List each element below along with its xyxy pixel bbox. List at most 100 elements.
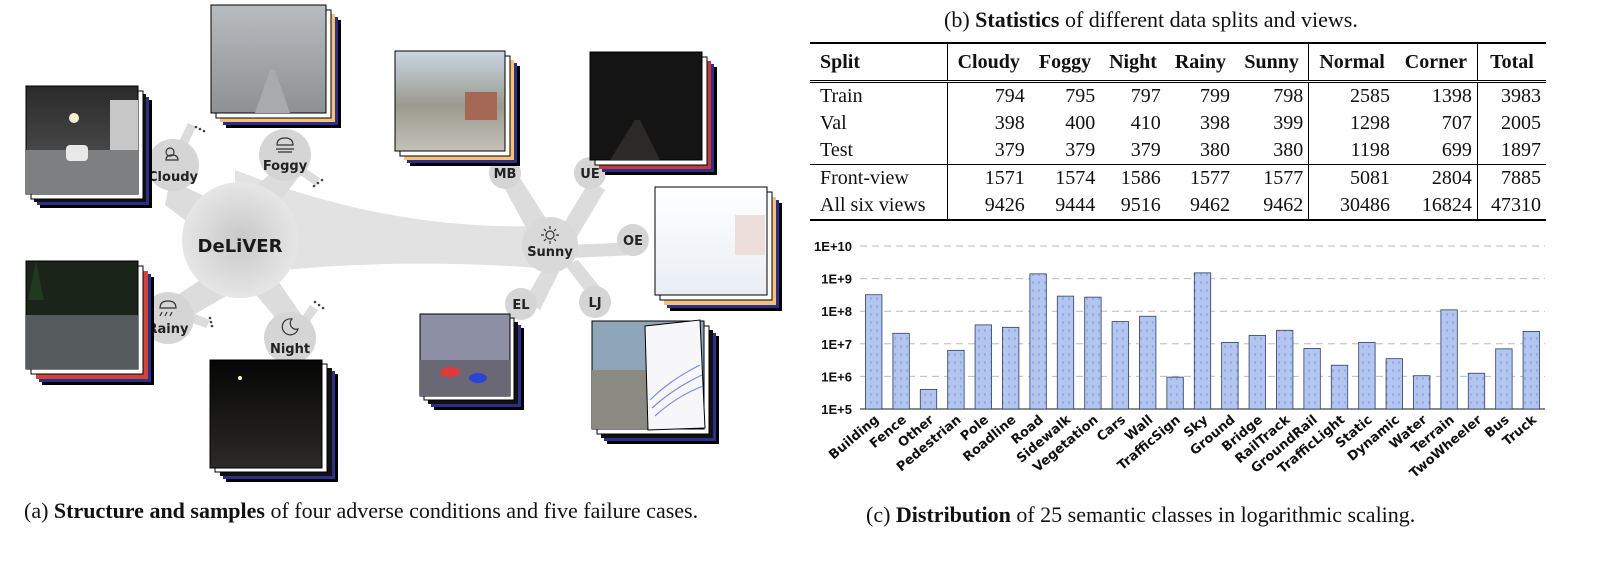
bar-ground [1221, 342, 1239, 410]
caption-a-bold: Structure and samples [53, 498, 265, 523]
table-header-cell: Split [810, 43, 948, 83]
y-tick-label: 1E+6 [821, 369, 852, 384]
class-distribution-chart: 1E+51E+61E+71E+81E+91E+10 BuildingFenceO… [814, 239, 1545, 481]
bar-vegetation [1084, 296, 1102, 410]
bar-cars [1111, 321, 1129, 410]
caption-c-bold: Distribution [895, 502, 1011, 527]
table-cell: 5081 [1308, 164, 1395, 192]
caption-c-prefix: (c) [866, 502, 896, 527]
deliver-center-label: DeLiVER [198, 236, 283, 257]
table-cell: 1398 [1431, 85, 1472, 107]
sunny-hub-node [522, 217, 578, 273]
table-row: Test 379 379 379 380 380 1198 699 1897 [810, 137, 1546, 165]
cloudy-sample-image [25, 85, 152, 208]
table-header-cell: Sunny [1235, 43, 1309, 83]
table-cell: 398 [1200, 112, 1231, 134]
table-cell: Front-view [810, 164, 948, 192]
table-header-cell: Total [1476, 43, 1546, 83]
table-cell: 2005 [1476, 110, 1546, 137]
table-header-cell: Corner [1394, 43, 1478, 83]
caption-b-prefix: (b) [944, 7, 976, 32]
table-cell: 410 [1130, 112, 1161, 134]
cloud-sun-icon [165, 147, 179, 161]
bar-road [1029, 273, 1047, 410]
table-cell: 1897 [1476, 137, 1546, 165]
bar-pedestrian [947, 349, 965, 410]
svg-text:LJ: LJ [588, 296, 601, 311]
table-cell: 9462 [1165, 192, 1236, 221]
caption-b: (b) Statistics of different data splits … [944, 7, 1358, 33]
table-cell: 2804 [1394, 164, 1478, 192]
bar-dynamic [1385, 358, 1403, 410]
table-header-row: Split Cloudy Foggy Night Rainy Sunny Nor… [810, 43, 1546, 83]
table-cell: Test [820, 139, 854, 161]
table-cell: 794 [946, 81, 1030, 110]
svg-text:MB: MB [494, 167, 517, 182]
table-cell: 699 [1441, 139, 1472, 161]
table-header-cell: Night [1100, 43, 1166, 83]
lj-node: LJ [579, 286, 611, 318]
caption-c-rest: of 25 semantic classes in logarithmic sc… [1010, 502, 1416, 527]
table-cell: 1298 [1308, 110, 1395, 137]
table-cell: 400 [1065, 112, 1096, 134]
table-cell: 797 [1130, 85, 1161, 107]
leaf-dots [194, 125, 325, 328]
y-tick-label: 1E+5 [821, 402, 852, 417]
y-tick-label: 1E+10 [814, 239, 852, 254]
rainy-label: Rainy [148, 322, 189, 337]
night-sample-image [209, 359, 338, 482]
table-cell: 2585 [1308, 81, 1395, 110]
table-cell: 47310 [1476, 192, 1546, 221]
bar-trafficsign [1166, 376, 1184, 410]
table-cell: 799 [1200, 85, 1231, 107]
table-cell: 1577 [1235, 164, 1309, 192]
bar-fence [892, 332, 910, 410]
table-row: Val 398 400 410 398 399 1298 707 2005 [810, 110, 1546, 137]
ue-sample-image [589, 51, 717, 175]
table-cell: 399 [1273, 112, 1304, 134]
sun-icon [541, 226, 559, 244]
table-header-cell: Normal [1308, 43, 1395, 83]
rainy-sample-image [25, 260, 154, 385]
bar-railtrack [1276, 329, 1294, 410]
x-tick-label: Cars [1094, 412, 1129, 445]
bar-building [865, 294, 883, 410]
caption-a: (a) Structure and samples of four advers… [24, 498, 698, 524]
sunny-hub-label: Sunny [527, 245, 573, 260]
y-tick-label: 1E+8 [821, 304, 852, 319]
caption-b-rest: of different data splits and views. [1059, 7, 1358, 32]
bar-roadline [1002, 326, 1020, 410]
table-cell: 1574 [1029, 164, 1101, 192]
table-cell: 798 [1273, 85, 1304, 107]
bar-bus [1495, 348, 1513, 410]
oe-node: OE [617, 224, 649, 256]
deliver-structure-diagram: DeLiVER Sunny Cloudy Foggy Rainy [25, 4, 782, 482]
table-cell: 9516 [1100, 192, 1166, 221]
table-header-cell: Cloudy [946, 43, 1030, 83]
cloudy-node: Cloudy [147, 139, 199, 191]
table-cell: 3983 [1476, 81, 1546, 110]
svg-text:UE: UE [580, 167, 599, 182]
caption-b-bold: Statistics [975, 7, 1060, 32]
caption-c: (c) Distribution of 25 semantic classes … [866, 502, 1415, 528]
bar-wall [1139, 315, 1157, 410]
table-header-cell: Foggy [1029, 43, 1101, 83]
fog-icon [276, 137, 294, 153]
svg-text:EL: EL [512, 298, 529, 313]
caption-a-prefix: (a) [24, 498, 54, 523]
table-cell: 9426 [946, 192, 1030, 221]
foggy-label: Foggy [263, 159, 308, 174]
table-cell: 7885 [1476, 164, 1546, 192]
table-cell: 379 [1130, 139, 1161, 161]
bar-bridge [1248, 335, 1266, 410]
bar-twowheeler [1467, 372, 1486, 410]
bar-trafficlight [1330, 364, 1349, 410]
mb-sample-image [394, 50, 520, 166]
y-tick-label: 1E+7 [821, 337, 852, 352]
bar-other [919, 388, 938, 410]
moon-icon [281, 318, 299, 336]
table-cell: 379 [946, 137, 1030, 165]
oe-sample-image [654, 186, 782, 311]
table-cell: 1577 [1165, 164, 1236, 192]
table-cell: 30486 [1308, 192, 1395, 221]
